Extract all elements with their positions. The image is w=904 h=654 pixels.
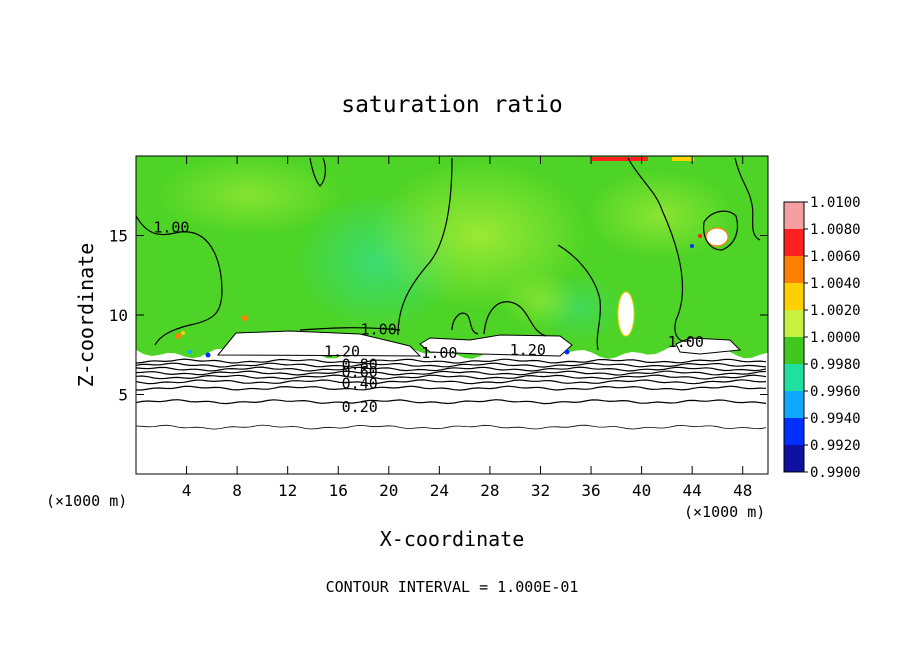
x-tick-label: 4 — [182, 481, 192, 500]
colorbar-label: 1.0040 — [810, 276, 861, 292]
colorbar-label: 0.9920 — [810, 438, 861, 454]
x-tick-label: 48 — [733, 481, 752, 500]
x-axis-label: X-coordinate — [380, 527, 525, 551]
chart-title: saturation ratio — [341, 92, 563, 118]
field-blob-light-2 — [155, 156, 345, 235]
colorbar-label: 0.9900 — [810, 465, 861, 481]
contour-1-00-tower — [627, 157, 691, 342]
contour-1-00-mid — [299, 327, 401, 331]
spot-blue-2 — [564, 349, 570, 355]
spot-red-1 — [698, 234, 702, 238]
contour-label: 1.00 — [421, 344, 457, 362]
x-tick-label: 8 — [232, 481, 242, 500]
contour-1-00-column — [397, 157, 453, 336]
contour-1-00-right — [734, 157, 761, 241]
colorbar-swatch — [784, 445, 804, 472]
colorbar-label: 1.0080 — [810, 222, 861, 238]
x-tick-label: 16 — [329, 481, 348, 500]
spot-cyan-1 — [188, 350, 192, 354]
x-tick-label: 28 — [480, 481, 499, 500]
colorbar-swatch — [784, 310, 804, 337]
stable-contour-line — [136, 399, 767, 405]
plot-area — [136, 156, 768, 474]
y-tick-label: 10 — [109, 306, 128, 325]
colorbar-swatch — [784, 283, 804, 310]
stable-layer-contours — [136, 358, 767, 430]
y-tick-label: 15 — [109, 227, 128, 246]
contour-interval-note: CONTOUR INTERVAL = 1.000E-01 — [326, 578, 579, 596]
cloud-plume — [617, 291, 635, 337]
stable-contour-line — [136, 374, 767, 380]
contour-1-00-dome — [483, 301, 547, 337]
colorbar-label: 1.0060 — [810, 249, 861, 265]
colorbar: 1.0100 1.0080 1.0060 1.0040 1.0020 1.0000 0.99… — [783, 195, 861, 481]
colorbar-label: 1.0100 — [810, 195, 861, 211]
contour-1-00-arc — [557, 244, 601, 351]
x-tick-label: 20 — [379, 481, 398, 500]
field-blob-light-4 — [500, 270, 580, 330]
y-tick-label: 5 — [118, 386, 128, 405]
colorbar-label: 1.0000 — [810, 330, 861, 346]
contour-label: 0.80 — [342, 355, 378, 373]
field-blob-light-3 — [585, 170, 735, 260]
stable-contour-line — [136, 362, 767, 368]
contour-label: 1.20 — [324, 343, 360, 361]
contour-label: 1.00 — [361, 320, 397, 338]
cloud-region-1 — [216, 330, 422, 357]
cloud-cell-upper-right — [705, 227, 729, 247]
contour-label: 0.60 — [342, 363, 378, 381]
x-unit-right: (×1000 m) — [684, 503, 765, 521]
contour-1-00-outline-right — [703, 210, 739, 251]
x-tick-label: 40 — [632, 481, 651, 500]
contour-label: 0.20 — [342, 398, 378, 416]
stable-contour-line — [136, 385, 767, 391]
colorbar-label: 0.9960 — [810, 384, 861, 400]
spot-blue-1 — [205, 352, 211, 358]
stable-contour-line — [136, 379, 767, 385]
spot-orange-2 — [242, 315, 248, 321]
colorbar-label: 1.0020 — [810, 303, 861, 319]
colorbar-swatch — [784, 391, 804, 418]
cloud-region-3 — [675, 337, 742, 355]
contour-1-00-left — [136, 215, 223, 346]
y-axis-label: Z-coordinate — [74, 243, 98, 388]
cloud-region-2 — [419, 334, 573, 357]
contour-1-00-bump — [451, 312, 479, 335]
x-tick-label: 32 — [531, 481, 550, 500]
contour-lines — [136, 157, 761, 351]
top-edge-red-band — [592, 157, 648, 161]
colorbar-swatch — [784, 202, 804, 229]
colorbar-swatch — [784, 364, 804, 391]
contour-1-00-upper-left — [309, 157, 326, 187]
contour-label: 1.00 — [153, 219, 189, 237]
x-tick-label: 24 — [430, 481, 449, 500]
colorbar-swatch — [784, 256, 804, 283]
stable-contour-line — [136, 424, 767, 430]
colorbar-label: 0.9940 — [810, 411, 861, 427]
spot-blue-3 — [690, 244, 694, 248]
stable-contour-line — [136, 370, 767, 376]
colorbar-swatch — [784, 418, 804, 445]
spot-yellow-1 — [181, 331, 185, 335]
x-tick-label: 12 — [278, 481, 297, 500]
colorbar-swatch — [784, 229, 804, 256]
contour-labels: 1.001.001.001.001.20 1.200.800.600.400.20 — [153, 219, 704, 417]
x-unit-left: (×1000 m) — [46, 492, 127, 510]
contour-label: 1.20 — [510, 341, 546, 359]
colorbar-label: 0.9980 — [810, 357, 861, 373]
colorbar-swatch — [784, 337, 804, 364]
top-edge-yellow-band — [672, 157, 694, 161]
contour-label: 0.40 — [342, 374, 378, 392]
contour-label: 1.00 — [668, 333, 704, 351]
x-tick-label: 44 — [683, 481, 702, 500]
y-axis: 5 10 15 — [109, 227, 768, 405]
stable-contour-line — [136, 358, 767, 364]
x-tick-label: 36 — [581, 481, 600, 500]
x-axis: 4 8 12 16 20 24 28 32 36 40 44 48 — [182, 156, 752, 500]
stable-contour-line — [136, 366, 767, 372]
spot-orange-1 — [175, 333, 181, 339]
